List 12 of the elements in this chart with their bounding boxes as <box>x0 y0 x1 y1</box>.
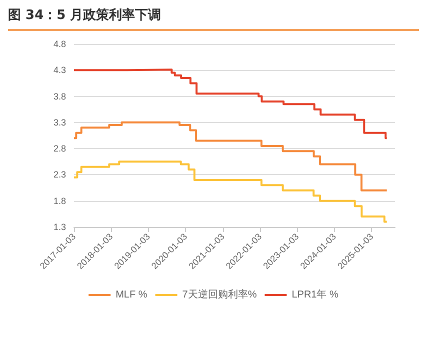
y-tick-label: 3.3 <box>53 117 66 128</box>
legend-label: LPR1年 % <box>292 288 339 300</box>
y-tick-label: 2.3 <box>53 170 66 180</box>
legend-label: MLF % <box>116 290 148 300</box>
y-tick-label: 1.3 <box>53 222 66 232</box>
y-tick-label: 2.8 <box>53 144 66 154</box>
chart-title: 图 34：5 月政策利率下调 <box>8 6 419 31</box>
y-tick-label: 3.8 <box>53 91 66 102</box>
legend-label: 7天逆回购利率% <box>182 288 257 300</box>
y-tick-label: 4.3 <box>53 65 66 76</box>
y-tick-label: 1.8 <box>53 196 66 206</box>
y-tick-label: 4.8 <box>53 39 66 49</box>
